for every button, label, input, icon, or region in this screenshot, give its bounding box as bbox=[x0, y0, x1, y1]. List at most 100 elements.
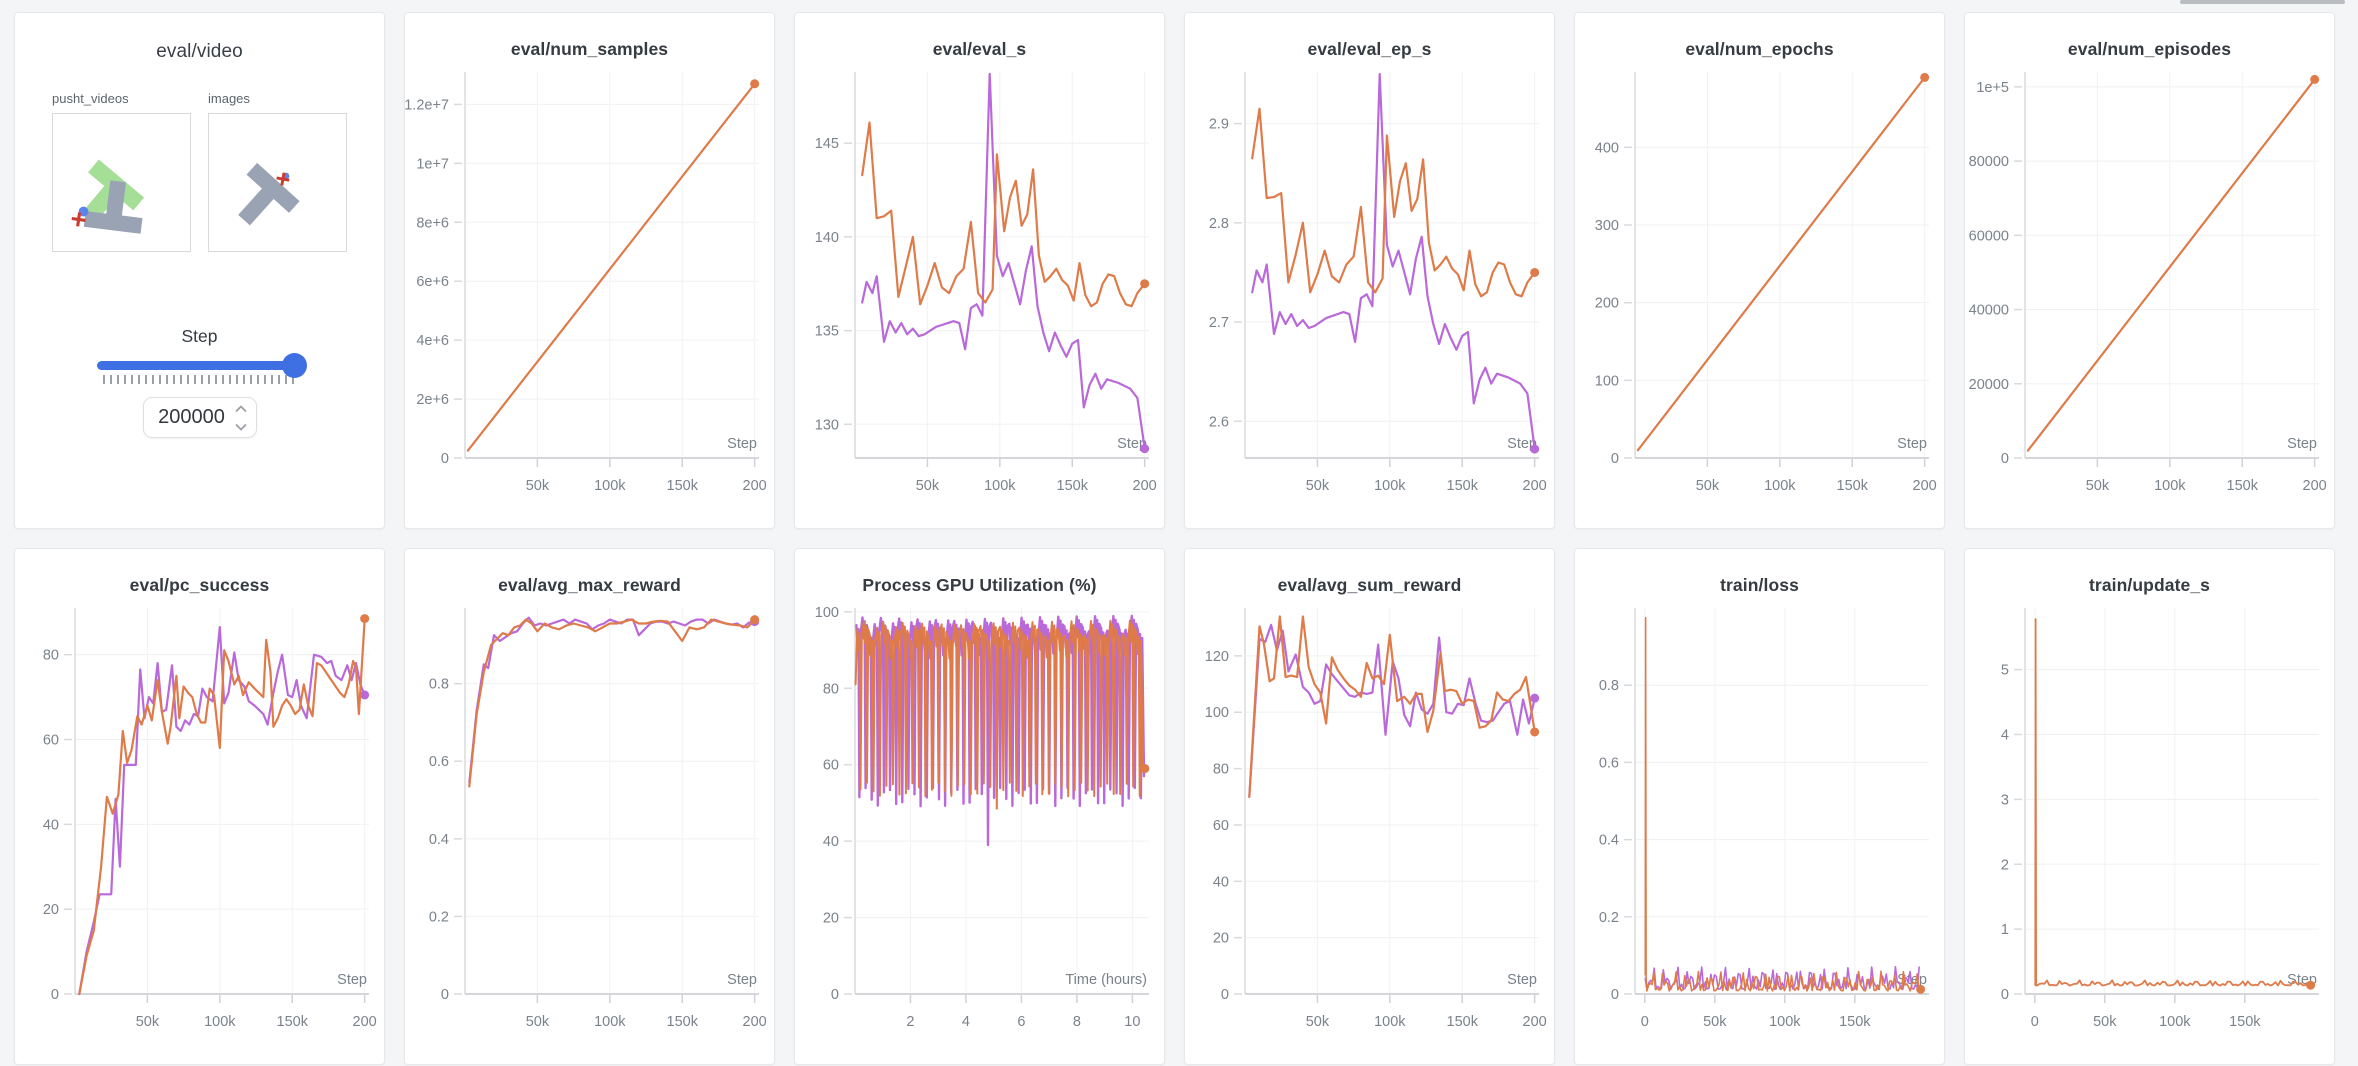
stepper-buttons[interactable] bbox=[234, 405, 247, 431]
chart-panel-pc-success: eval/pc_success 0 20 40 60 80 50k 100k 150k 200 S… bbox=[14, 548, 385, 1065]
svg-text:100k: 100k bbox=[1374, 478, 1406, 494]
line-chart-avg-max-reward[interactable]: 0 0.2 0.4 0.6 0.8 50k 100k 150k 200 Step bbox=[405, 600, 774, 1040]
line-chart-num-samples[interactable]: 0 2e+6 4e+6 6e+6 8e+6 1e+7 1.2e+7 50k 100k 150k 20… bbox=[405, 64, 774, 504]
svg-text:50k: 50k bbox=[2086, 478, 2110, 494]
svg-text:2: 2 bbox=[906, 1014, 914, 1030]
svg-text:0.6: 0.6 bbox=[429, 754, 449, 770]
svg-text:150k: 150k bbox=[2227, 478, 2259, 494]
chart-title: train/loss bbox=[1720, 575, 1799, 595]
svg-text:2.7: 2.7 bbox=[1209, 315, 1229, 331]
chart-title: eval/avg_sum_reward bbox=[1277, 575, 1462, 595]
svg-text:150k: 150k bbox=[667, 478, 699, 494]
svg-text:80: 80 bbox=[1213, 762, 1229, 778]
svg-text:0.8: 0.8 bbox=[1599, 678, 1619, 694]
svg-text:60: 60 bbox=[1213, 818, 1229, 834]
svg-text:40: 40 bbox=[43, 817, 59, 833]
svg-text:Step: Step bbox=[2287, 436, 2317, 452]
chevron-up-icon[interactable] bbox=[234, 405, 247, 413]
svg-text:150k: 150k bbox=[1447, 1014, 1479, 1030]
line-chart-gpu-utilization[interactable]: 0 20 40 60 80 100 2 4 6 8 10 Time (hours) bbox=[795, 600, 1164, 1040]
chart-title: eval/eval_s bbox=[932, 39, 1027, 59]
svg-text:50k: 50k bbox=[1306, 1014, 1330, 1030]
chart-title: eval/num_epochs bbox=[1685, 39, 1834, 59]
line-chart-num-epochs[interactable]: 0 100 200 300 400 50k 100k 150k 200 Step bbox=[1575, 64, 1944, 504]
svg-text:50k: 50k bbox=[1703, 1014, 1727, 1030]
svg-text:Step: Step bbox=[1897, 436, 1927, 452]
chart-panel-gpu-utilization: Process GPU Utilization (%) 0 20 40 60 80 100… bbox=[794, 548, 1165, 1065]
svg-text:150k: 150k bbox=[277, 1014, 309, 1030]
svg-text:0: 0 bbox=[831, 987, 839, 1003]
svg-text:0: 0 bbox=[441, 987, 449, 1003]
images-media[interactable]: images bbox=[208, 91, 347, 252]
svg-text:150k: 150k bbox=[1447, 478, 1479, 494]
svg-text:40000: 40000 bbox=[1969, 303, 2009, 319]
svg-text:8: 8 bbox=[1073, 1014, 1081, 1030]
svg-text:20000: 20000 bbox=[1969, 377, 2009, 393]
chart-panel-eval-s: eval/eval_s 130 135 140 145 50k 100k 150k 200 St… bbox=[794, 12, 1165, 529]
svg-text:100: 100 bbox=[1205, 705, 1229, 721]
chart-panel-train-loss: train/loss 0 0.2 0.4 0.6 0.8 0 50k 100k 150k Step bbox=[1574, 548, 1945, 1065]
chart-panel-num-episodes: eval/num_episodes 0 20000 40000 60000 80000 1… bbox=[1964, 12, 2335, 529]
svg-text:100k: 100k bbox=[1764, 478, 1796, 494]
svg-text:200: 200 bbox=[743, 1014, 767, 1030]
svg-text:100k: 100k bbox=[2154, 478, 2186, 494]
svg-text:Step: Step bbox=[727, 972, 757, 988]
target-cross-icon bbox=[276, 172, 290, 186]
svg-text:50k: 50k bbox=[136, 1014, 160, 1030]
svg-text:20: 20 bbox=[823, 911, 839, 927]
svg-text:0: 0 bbox=[1611, 987, 1619, 1003]
line-chart-eval-ep-s[interactable]: 2.6 2.7 2.8 2.9 50k 100k 150k 200 Step bbox=[1185, 64, 1554, 504]
svg-text:80: 80 bbox=[43, 648, 59, 664]
svg-text:50k: 50k bbox=[2093, 1014, 2117, 1030]
svg-text:50k: 50k bbox=[1696, 478, 1720, 494]
svg-text:20: 20 bbox=[43, 902, 59, 918]
images-thumbnail[interactable] bbox=[208, 113, 347, 252]
svg-text:0: 0 bbox=[1641, 1014, 1649, 1030]
svg-text:130: 130 bbox=[815, 417, 839, 433]
svg-text:100k: 100k bbox=[1374, 1014, 1406, 1030]
chart-panel-num-epochs: eval/num_epochs 0 100 200 300 400 50k 100k 150k… bbox=[1574, 12, 1945, 529]
step-slider-label: Step bbox=[181, 326, 218, 346]
svg-text:0: 0 bbox=[1221, 987, 1229, 1003]
svg-text:80: 80 bbox=[823, 681, 839, 697]
pusht-videos-media[interactable]: pusht_videos bbox=[52, 91, 191, 252]
line-chart-pc-success[interactable]: 0 20 40 60 80 50k 100k 150k 200 Step bbox=[15, 600, 384, 1040]
svg-text:0: 0 bbox=[2001, 451, 2009, 467]
svg-text:5: 5 bbox=[2001, 663, 2009, 679]
svg-text:4: 4 bbox=[962, 1014, 970, 1030]
svg-text:40: 40 bbox=[823, 834, 839, 850]
line-chart-avg-sum-reward[interactable]: 0 20 40 60 80 100 120 50k 100k 150k 200 Step bbox=[1185, 600, 1554, 1040]
svg-text:60000: 60000 bbox=[1969, 228, 2009, 244]
slider-handle[interactable] bbox=[281, 353, 307, 378]
pusht-env-render bbox=[71, 159, 145, 234]
svg-text:140: 140 bbox=[815, 230, 839, 246]
svg-text:0.4: 0.4 bbox=[429, 832, 449, 848]
svg-text:200: 200 bbox=[1523, 478, 1547, 494]
agent-dot bbox=[78, 206, 89, 217]
slider-track[interactable] bbox=[96, 353, 307, 378]
svg-text:400: 400 bbox=[1595, 140, 1619, 156]
pusht-video-thumbnail[interactable] bbox=[52, 113, 191, 252]
svg-text:Step: Step bbox=[727, 436, 757, 452]
chart-panel-num-samples: eval/num_samples 0 2e+6 4e+6 6e+6 8e+6 1e+7 1.… bbox=[404, 12, 775, 529]
line-chart-eval-s[interactable]: 130 135 140 145 50k 100k 150k 200 Step bbox=[795, 64, 1164, 504]
media-thumbnails: pusht_videos bbox=[52, 91, 347, 252]
line-chart-num-episodes[interactable]: 0 20000 40000 60000 80000 1e+5 50k 100k 150k 200 S… bbox=[1965, 64, 2334, 504]
step-input[interactable] bbox=[142, 397, 257, 438]
svg-text:40: 40 bbox=[1213, 874, 1229, 890]
horizontal-scrollbar[interactable] bbox=[2180, 0, 2345, 4]
svg-text:200: 200 bbox=[743, 478, 767, 494]
media-key-label: pusht_videos bbox=[52, 91, 129, 106]
svg-text:80000: 80000 bbox=[1969, 154, 2009, 170]
svg-text:Step: Step bbox=[1507, 972, 1537, 988]
chevron-down-icon[interactable] bbox=[234, 423, 247, 431]
svg-text:50k: 50k bbox=[1306, 478, 1330, 494]
svg-text:Step: Step bbox=[337, 972, 367, 988]
svg-text:2: 2 bbox=[2001, 857, 2009, 873]
svg-text:145: 145 bbox=[815, 136, 839, 152]
step-slider[interactable] bbox=[96, 353, 307, 384]
block-tee-shape bbox=[238, 162, 300, 226]
svg-text:100k: 100k bbox=[2159, 1014, 2191, 1030]
